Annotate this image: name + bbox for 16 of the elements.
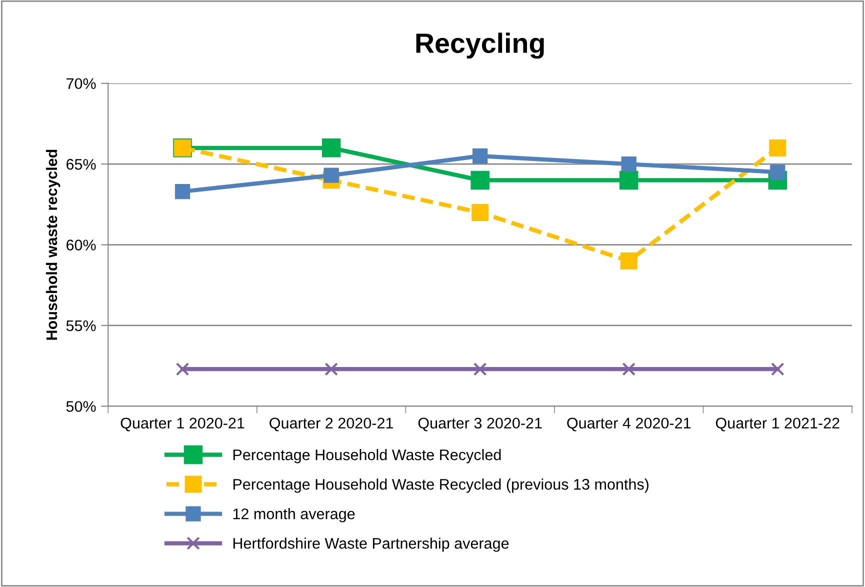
y-tick-label: 70% — [66, 78, 96, 90]
x-tick-label: Quarter 1 2021-22 — [716, 418, 840, 432]
legend-label: Hertfordshire Waste Partnership average — [233, 538, 509, 552]
y-tick-label: 60% — [66, 240, 96, 250]
chart-title: Recycling — [416, 32, 544, 59]
legend-label: Percentage Household Waste Recycled (previous 13 months) — [233, 478, 648, 493]
legend-label: 12 month average — [233, 508, 355, 522]
x-tick-label: Quarter 3 2020-21 — [418, 418, 542, 432]
x-tick-label: Quarter 4 2020-21 — [567, 418, 691, 432]
x-tick-label: Quarter 1 2020-21 — [120, 418, 244, 432]
y-axis-title: Household waste recycled — [46, 150, 60, 340]
legend-label: Percentage Household Waste Recycled — [233, 449, 501, 464]
x-tick-label: Quarter 2 2020-21 — [270, 418, 393, 432]
y-tick-label: 55% — [66, 320, 96, 332]
y-tick-label: 50% — [66, 401, 96, 412]
y-tick-label: 65% — [66, 158, 96, 170]
